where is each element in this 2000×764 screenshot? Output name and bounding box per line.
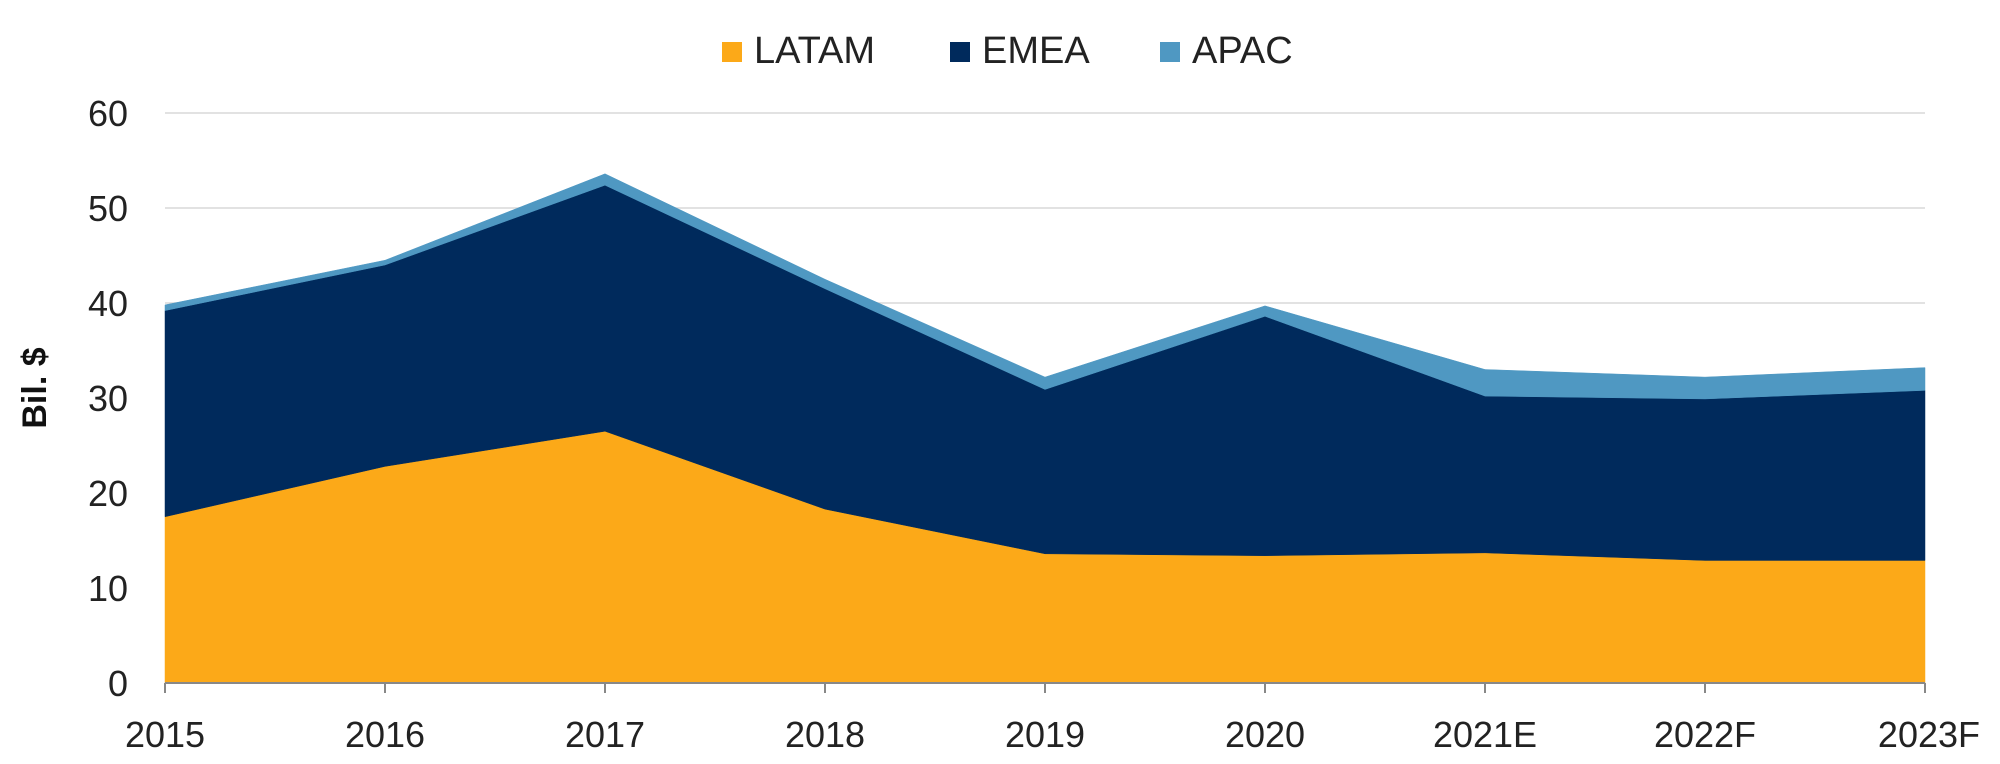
legend-item-emea: EMEA xyxy=(950,30,1090,72)
x-tick-label: 2019 xyxy=(1005,714,1085,755)
area-apac xyxy=(164,173,1926,400)
x-tick-label: 2015 xyxy=(125,714,205,755)
legend-swatch xyxy=(722,42,742,62)
x-tick-label: 2021E xyxy=(1433,714,1537,755)
x-tick-label: 2020 xyxy=(1225,714,1305,755)
legend-label: APAC xyxy=(1192,30,1293,72)
x-tick-label: 2016 xyxy=(345,714,425,755)
legend-swatch xyxy=(950,42,970,62)
y-tick-label: 0 xyxy=(108,663,128,704)
y-tick-label: 40 xyxy=(88,283,128,324)
y-tick-label: 10 xyxy=(88,568,128,609)
y-tick-label: 30 xyxy=(88,378,128,419)
y-tick-label: 50 xyxy=(88,188,128,229)
legend-item-apac: APAC xyxy=(1160,30,1293,72)
legend-swatch xyxy=(1160,42,1180,62)
y-tick-label: 60 xyxy=(88,93,128,134)
legend-label: EMEA xyxy=(982,30,1090,72)
x-tick-label: 2022F xyxy=(1654,714,1756,755)
area-series xyxy=(164,173,1926,684)
x-tick-label: 2017 xyxy=(565,714,645,755)
legend-item-latam: LATAM xyxy=(722,30,875,72)
y-axis-title: Bil. $ xyxy=(16,347,54,428)
axes: 0 10 20 30 40 50 60 2015 2016 2017 2018 2019 2020 202… xyxy=(88,93,1980,755)
x-tick-label: 2023F xyxy=(1878,714,1980,755)
y-tick-label: 20 xyxy=(88,473,128,514)
legend: LATAM EMEA APAC xyxy=(722,30,1293,72)
x-tick-label: 2018 xyxy=(785,714,865,755)
legend-label: LATAM xyxy=(754,30,875,72)
